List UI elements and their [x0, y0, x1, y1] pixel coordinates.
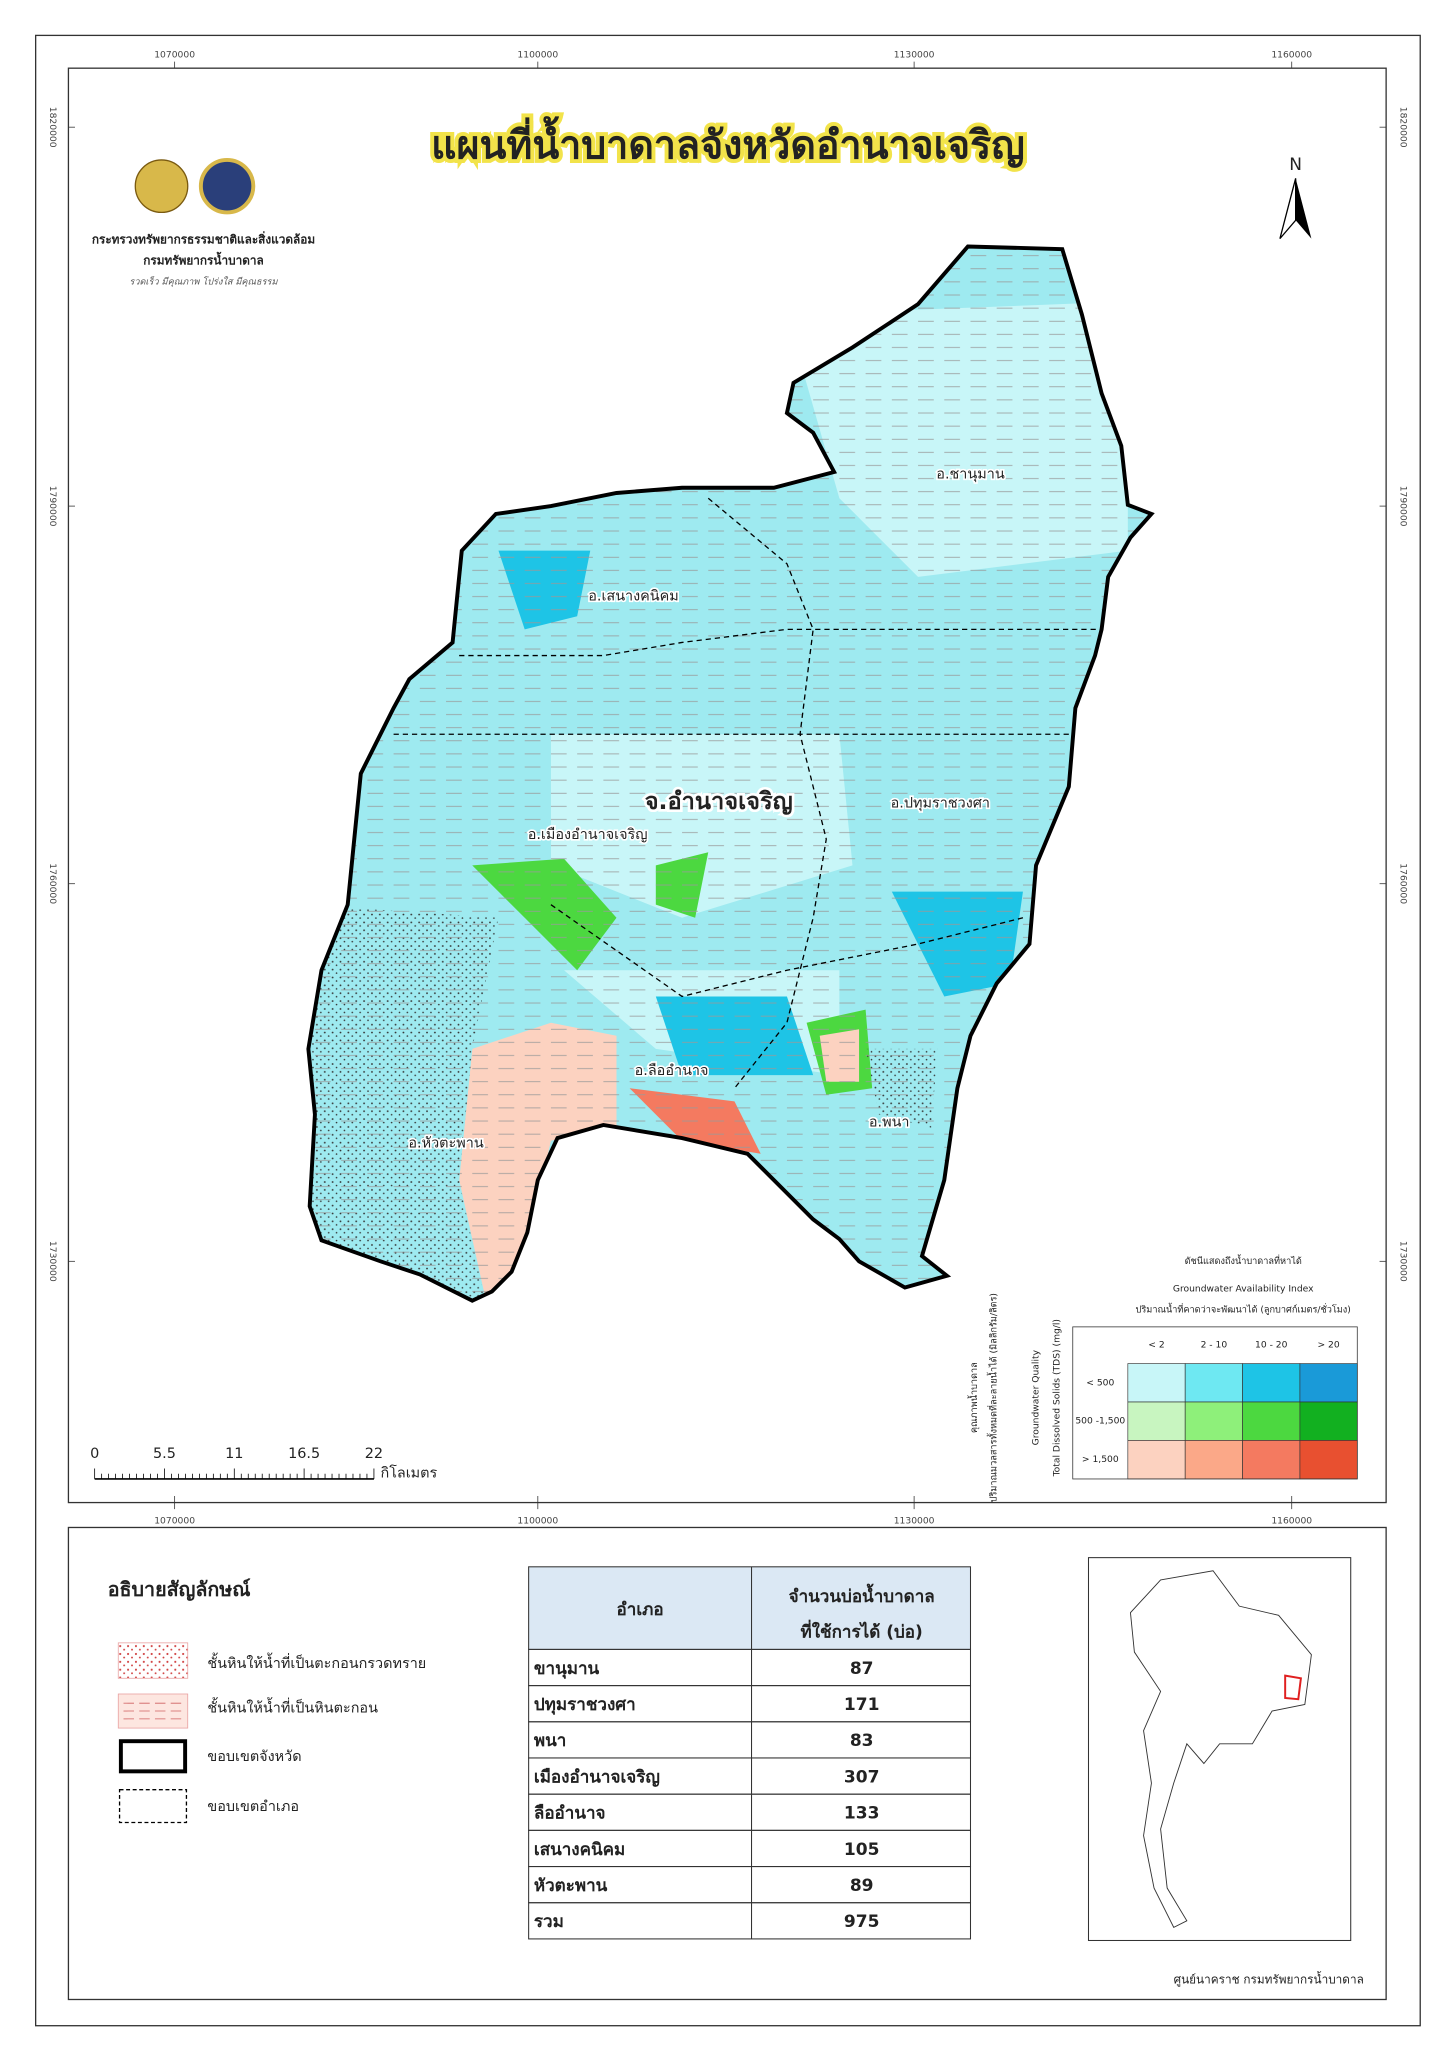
matrix-cell	[1127, 1363, 1186, 1403]
scale-label: 5.5	[153, 1446, 176, 1462]
table-count: 83	[850, 1731, 874, 1751]
north-label: N	[1289, 155, 1302, 175]
matrix-cell	[1242, 1363, 1301, 1403]
quality-label: Groundwater Quality	[1031, 1349, 1042, 1445]
x-coordinate: 1070000	[154, 1515, 195, 1526]
table-district: รวม	[534, 1912, 564, 1932]
province-label: จ.อำนาจเจริญ	[645, 787, 793, 815]
availability-title-en: Groundwater Availability Index	[1173, 1283, 1314, 1294]
legend-title: อธิบายสัญลักษณ์	[108, 1578, 251, 1601]
x-coordinate: 1160000	[1271, 1515, 1312, 1526]
ministry: กระทรวงทรัพยากรธรรมชาติและสิ่งแวดล้อม	[92, 230, 315, 246]
matrix-cell	[1242, 1440, 1301, 1480]
table-count: 87	[850, 1659, 874, 1679]
legend-label: ขอบเขตอำเภอ	[207, 1799, 299, 1815]
quality-label: ปริมาณมวลสารทั้งหมดที่ละลายน้ำได้ (มิลลิ…	[986, 1293, 1000, 1502]
table-header: ที่ใช้การได้ (บ่อ)	[801, 1619, 923, 1642]
district-label: อ.เสนางคนิคม	[588, 589, 679, 605]
department: กรมทรัพยากรน้ำบาดาล	[143, 251, 263, 267]
scale-label: 0	[90, 1446, 99, 1462]
matrix-cell	[1299, 1440, 1358, 1480]
y-coordinate: 1820000	[1398, 107, 1409, 148]
y-coordinate: 1730000	[47, 1241, 58, 1282]
matrix-cell	[1242, 1401, 1301, 1441]
matrix-row: 500 -1,500	[1075, 1416, 1125, 1427]
matrix-column: < 2	[1148, 1340, 1164, 1351]
x-coordinate: 1100000	[517, 1515, 558, 1526]
table-count: 133	[844, 1804, 880, 1824]
district-label: อ.พนา	[869, 1114, 910, 1130]
x-coordinate: 1130000	[894, 50, 935, 61]
district-boundary	[393, 497, 1102, 1089]
scale-label: 22	[365, 1446, 383, 1462]
page-border	[34, 34, 1421, 2027]
table-count: 89	[850, 1876, 874, 1896]
dynamic-layer: อ.ชานุมานอ.เสนางคนิคมอ.ปทุมราชวงศาอ.เมือ…	[47, 50, 1408, 1988]
legend-label: ชั้นหินให้น้ำที่เป็นตะกอนกรวดทราย	[207, 1652, 426, 1672]
matrix-row: > 1,500	[1082, 1454, 1119, 1465]
table-district: พนา	[534, 1731, 566, 1751]
legend-icon	[118, 1789, 188, 1824]
table-row	[528, 1902, 972, 1940]
legend-icon	[117, 1642, 189, 1679]
legend-label: ชั้นหินให้น้ำที่เป็นหินตะกอน	[207, 1696, 378, 1716]
matrix-cell	[1299, 1401, 1358, 1441]
quality-label: Total Dissolved Solids (TDS) (mg/l)	[1052, 1319, 1063, 1477]
x-coordinate: 1100000	[517, 50, 558, 61]
matrix-cell	[1127, 1440, 1186, 1480]
district-label: อ.เมืองอำนาจเจริญ	[528, 826, 648, 843]
district-label: อ.ลืออำนาจ	[635, 1062, 709, 1079]
y-coordinate: 1730000	[1398, 1241, 1409, 1282]
y-coordinate: 1760000	[47, 863, 58, 904]
y-coordinate: 1790000	[47, 486, 58, 527]
x-coordinate: 1160000	[1271, 50, 1312, 61]
y-coordinate: 1820000	[47, 107, 58, 148]
matrix-cell	[1184, 1401, 1243, 1441]
x-coordinate: 1070000	[154, 50, 195, 61]
table-header: อำเภอ	[617, 1600, 664, 1620]
footer: ศูนย์นาคราช กรมทรัพยากรน้ำบาดาล	[1174, 1970, 1364, 1987]
matrix-cell	[1127, 1401, 1186, 1441]
availability-subtitle: ปริมาณน้ำที่คาดว่าจะพัฒนาได้ (ลูกบาศก์เม…	[1136, 1301, 1351, 1315]
table-district: ปทุมราชวงศา	[534, 1695, 636, 1715]
matrix-column: > 20	[1317, 1340, 1339, 1351]
table-count: 307	[844, 1767, 880, 1787]
matrix-cell	[1299, 1363, 1358, 1403]
table-header-bg	[528, 1566, 972, 1650]
legend-icon	[118, 1739, 188, 1774]
matrix-cell	[1184, 1363, 1243, 1403]
y-coordinate: 1760000	[1398, 863, 1409, 904]
matrix-column: 2 - 10	[1201, 1340, 1228, 1351]
table-count: 171	[844, 1695, 880, 1715]
scale-unit: กิโลเมตร	[380, 1464, 437, 1482]
matrix-cell	[1184, 1440, 1243, 1480]
table-district: เมืองอำนาจเจริญ	[534, 1766, 660, 1787]
district-label: อ.ชานุมาน	[936, 467, 1005, 483]
logo	[134, 159, 189, 214]
matrix-row: < 500	[1086, 1377, 1114, 1388]
map-title: แผนที่น้ำบาดาลจังหวัดอำนาจเจริญ	[431, 116, 1025, 169]
district-label: อ.ปทุมราชวงศา	[891, 796, 990, 812]
y-coordinate: 1790000	[1398, 486, 1409, 527]
scale-label: 16.5	[288, 1446, 320, 1462]
scale-label: 11	[225, 1446, 243, 1462]
table-district: หัวตะพาน	[534, 1876, 608, 1896]
table-count: 105	[844, 1840, 880, 1860]
table-district: เสนางคนิคม	[534, 1840, 625, 1860]
table-header: จำนวนบ่อน้ำบาดาล	[789, 1583, 935, 1607]
table-district: ลืออำนาจ	[534, 1803, 606, 1824]
availability-title: ดัชนีแสดงถึงน้ำบาดาลที่หาได้	[1185, 1253, 1302, 1267]
district-label: อ.หัวตะพาน	[408, 1135, 483, 1151]
x-coordinate: 1130000	[894, 1515, 935, 1526]
table-count: 975	[844, 1912, 880, 1932]
quality-label: คุณภาพน้ำบาดาล	[966, 1362, 980, 1433]
logo	[198, 157, 256, 215]
matrix-column: 10 - 20	[1255, 1340, 1288, 1351]
motto: รวดเร็ว มีคุณภาพ โปร่งใส มีคุณธรรม	[129, 275, 278, 287]
inset-province	[1284, 1674, 1302, 1701]
table-district: ขานุมาน	[534, 1659, 600, 1679]
legend-label: ขอบเขตจังหวัด	[207, 1749, 301, 1765]
inset-thailand	[1129, 1570, 1312, 1928]
